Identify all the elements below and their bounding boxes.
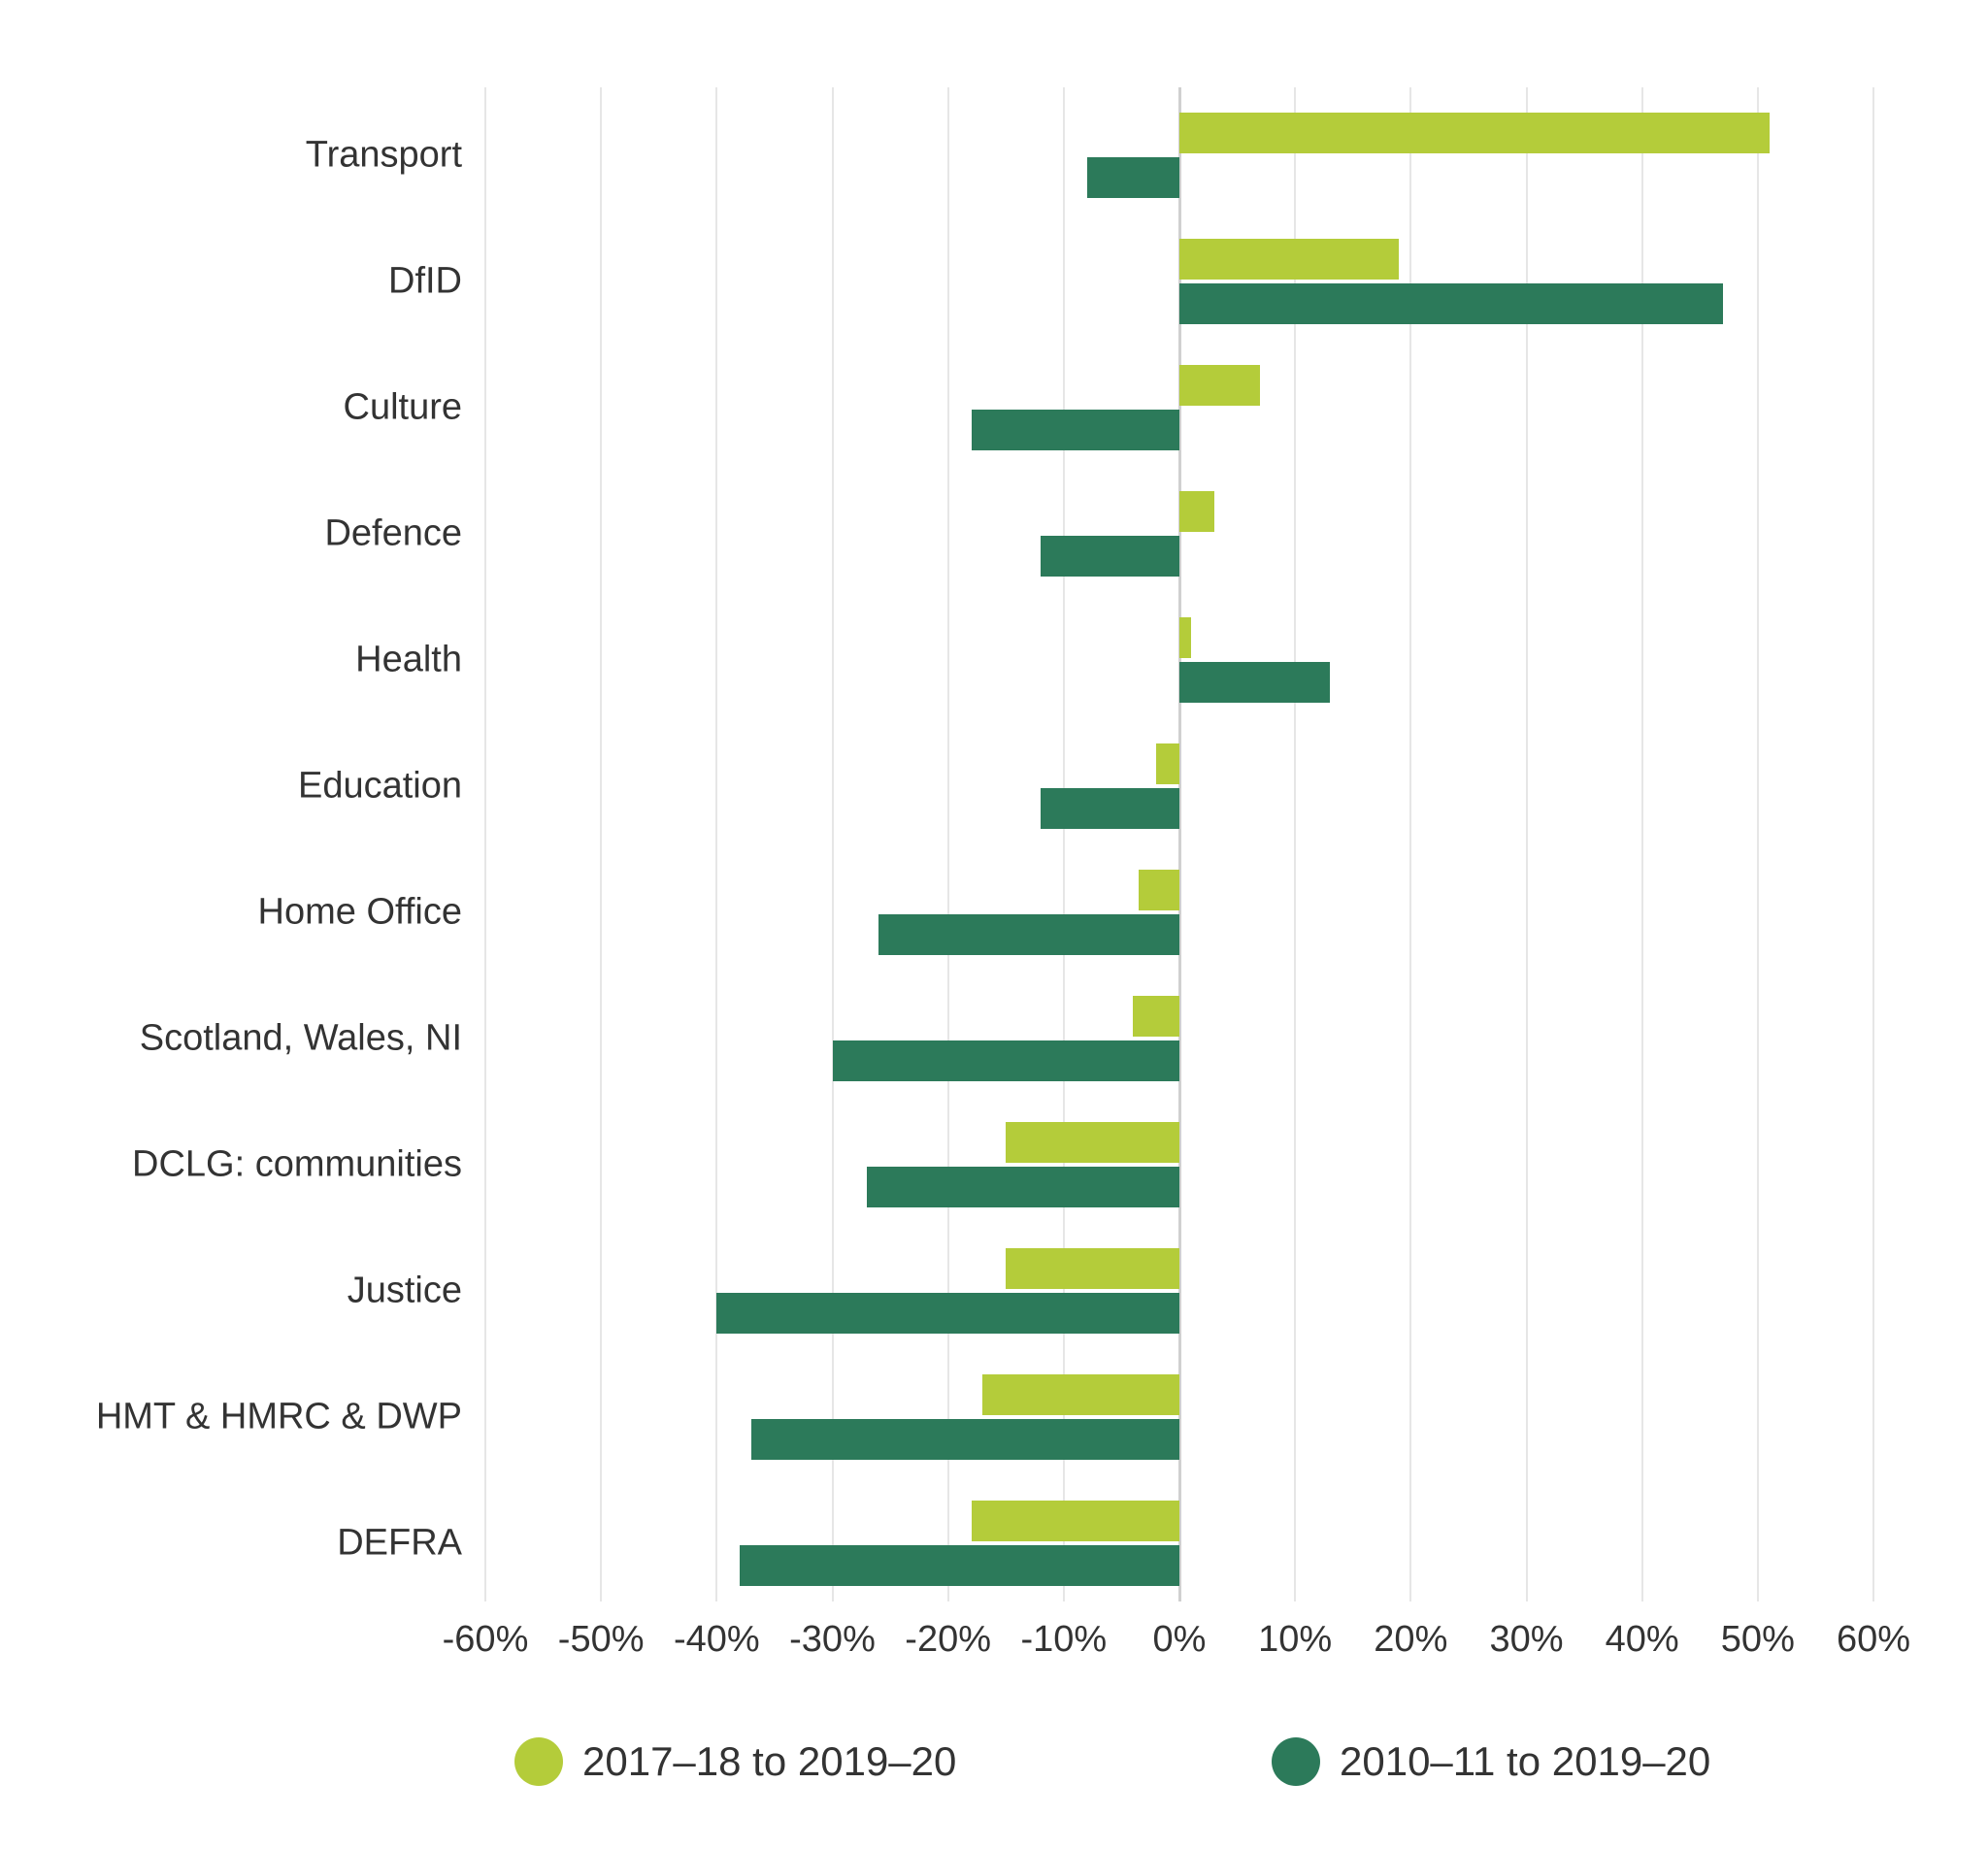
bar-s2 [1041,788,1179,829]
category-label: DEFRA [337,1523,462,1565]
bar-s1 [972,1501,1180,1541]
bar-s2 [751,1419,1179,1460]
x-tick-label: -40% [674,1619,760,1661]
x-tick-label: -30% [789,1619,876,1661]
category-label: Justice [348,1271,462,1312]
gridline [484,87,486,1601]
gridline [1872,87,1874,1601]
category-label: Transport [306,135,462,177]
bar-s2 [1179,283,1723,324]
gridline [1757,87,1759,1601]
bar-s1 [1139,870,1179,910]
legend-item: 2017–18 to 2019–20 [514,1737,956,1786]
x-tick-label: 20% [1374,1619,1447,1661]
legend-dot-icon [514,1737,563,1786]
gridline [832,87,834,1601]
category-label: Defence [324,513,462,555]
bar-s2 [740,1545,1179,1586]
category-label: DfID [388,261,462,303]
x-tick-label: 50% [1721,1619,1795,1661]
gridline [947,87,949,1601]
bar-s1 [1179,617,1191,658]
bar-s2 [716,1293,1179,1334]
category-label: Home Office [258,892,462,934]
category-label: Scotland, Wales, NI [140,1018,462,1060]
bar-s1 [1179,113,1770,153]
category-label: HMT & HMRC & DWP [96,1397,462,1438]
gridline [600,87,602,1601]
x-tick-label: -60% [443,1619,529,1661]
bar-s1 [1179,239,1399,280]
bar-s2 [1179,662,1330,703]
bar-s2 [1087,157,1179,198]
gridline [715,87,717,1601]
x-tick-label: 30% [1489,1619,1563,1661]
category-label: Health [355,640,462,681]
legend-label: 2010–11 to 2019–20 [1340,1738,1710,1785]
bar-s2 [1041,536,1179,577]
bar-s2 [878,914,1179,955]
x-tick-label: -50% [558,1619,645,1661]
bar-s1 [1006,1122,1179,1163]
category-label: Culture [344,387,463,429]
bar-s1 [982,1374,1179,1415]
bar-s2 [867,1167,1179,1207]
x-tick-label: -10% [1020,1619,1107,1661]
bar-s1 [1179,491,1214,532]
x-tick-label: 10% [1258,1619,1332,1661]
x-tick-label: 0% [1153,1619,1207,1661]
bar-s2 [833,1040,1180,1081]
legend-dot-icon [1272,1737,1320,1786]
x-tick-label: 60% [1837,1619,1910,1661]
x-tick-label: 40% [1606,1619,1679,1661]
legend-item: 2010–11 to 2019–20 [1272,1737,1710,1786]
bar-s1 [1006,1248,1179,1289]
category-label: Education [298,766,462,808]
bar-s2 [972,410,1180,450]
chart-container: -60% -50% -40% -30% -20% -10% 0% 10% 20% 30% 40% 50… [0,0,1988,1849]
bar-s1 [1179,365,1260,406]
bar-s1 [1156,743,1179,784]
plot-area: -60%-50%-40%-30%-20%-10%0%10%20%30%40%50… [485,87,1873,1601]
category-label: DCLG: communities [132,1144,462,1186]
legend-label: 2017–18 to 2019–20 [582,1738,956,1785]
x-tick-label: -20% [905,1619,991,1661]
bar-s1 [1133,996,1179,1037]
